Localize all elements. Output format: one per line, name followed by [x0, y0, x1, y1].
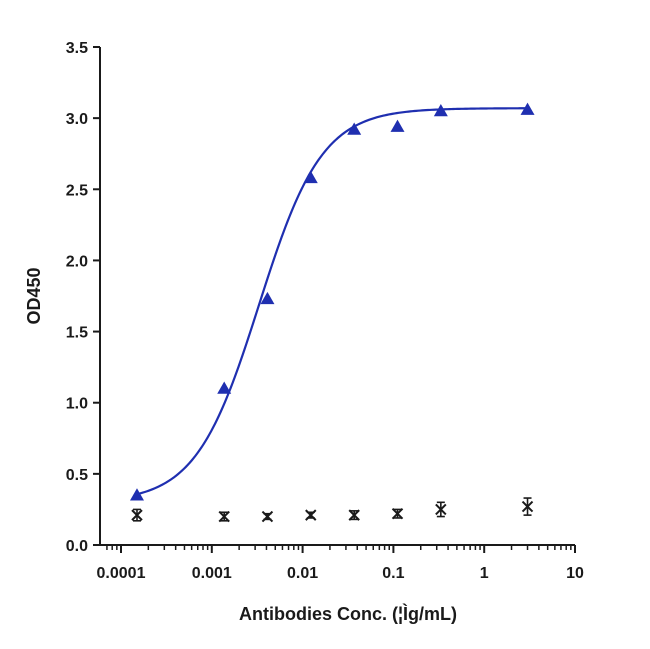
- y-tick-label: 0.0: [66, 538, 88, 555]
- x-tick-label: 1: [480, 565, 489, 582]
- x-tick-label: 10: [566, 565, 584, 582]
- ticks: 0.0 0.5 1.0 1.5 2.0 2.5 3.0 3.5 0.0001 0.001 0.01 0…: [66, 40, 584, 582]
- cross-point: [261, 510, 274, 523]
- triangle-point: [217, 381, 232, 394]
- markers: [129, 102, 535, 523]
- y-tick-label: 0.5: [66, 467, 88, 484]
- y-tick-label: 3.0: [66, 111, 88, 128]
- triangle-point: [347, 122, 362, 135]
- x-axis-title: Antibodies Conc. (¦Ìg/mL): [239, 603, 457, 624]
- y-tick-label: 3.5: [66, 40, 88, 57]
- x-tick-label: 0.01: [287, 565, 318, 582]
- cross-point: [218, 510, 230, 523]
- cross-point: [435, 503, 447, 516]
- fit-curve: [136, 107, 528, 496]
- triangle-point: [520, 102, 535, 115]
- y-tick-label: 1.5: [66, 325, 88, 342]
- triangle-point: [303, 170, 318, 184]
- cross-point: [305, 509, 317, 521]
- cross-point: [348, 509, 360, 521]
- x-tick-label: 0.001: [192, 565, 232, 582]
- triangle-point: [129, 488, 144, 501]
- y-axis-title: OD450: [24, 267, 44, 324]
- triangle-point: [433, 104, 448, 117]
- triangle-point: [390, 119, 405, 132]
- y-tick-label: 1.0: [66, 396, 88, 413]
- triangle-point: [260, 291, 275, 305]
- x-tick-label: 0.1: [382, 565, 404, 582]
- cross-point: [391, 507, 404, 520]
- x-tick-label: 0.0001: [97, 565, 146, 582]
- cross-point: [521, 500, 534, 513]
- axes: [99, 47, 575, 546]
- fit-curve-group: [136, 107, 528, 496]
- cross-point: [131, 509, 143, 521]
- y-tick-label: 2.5: [66, 182, 88, 199]
- y-tick-label: 2.0: [66, 253, 88, 270]
